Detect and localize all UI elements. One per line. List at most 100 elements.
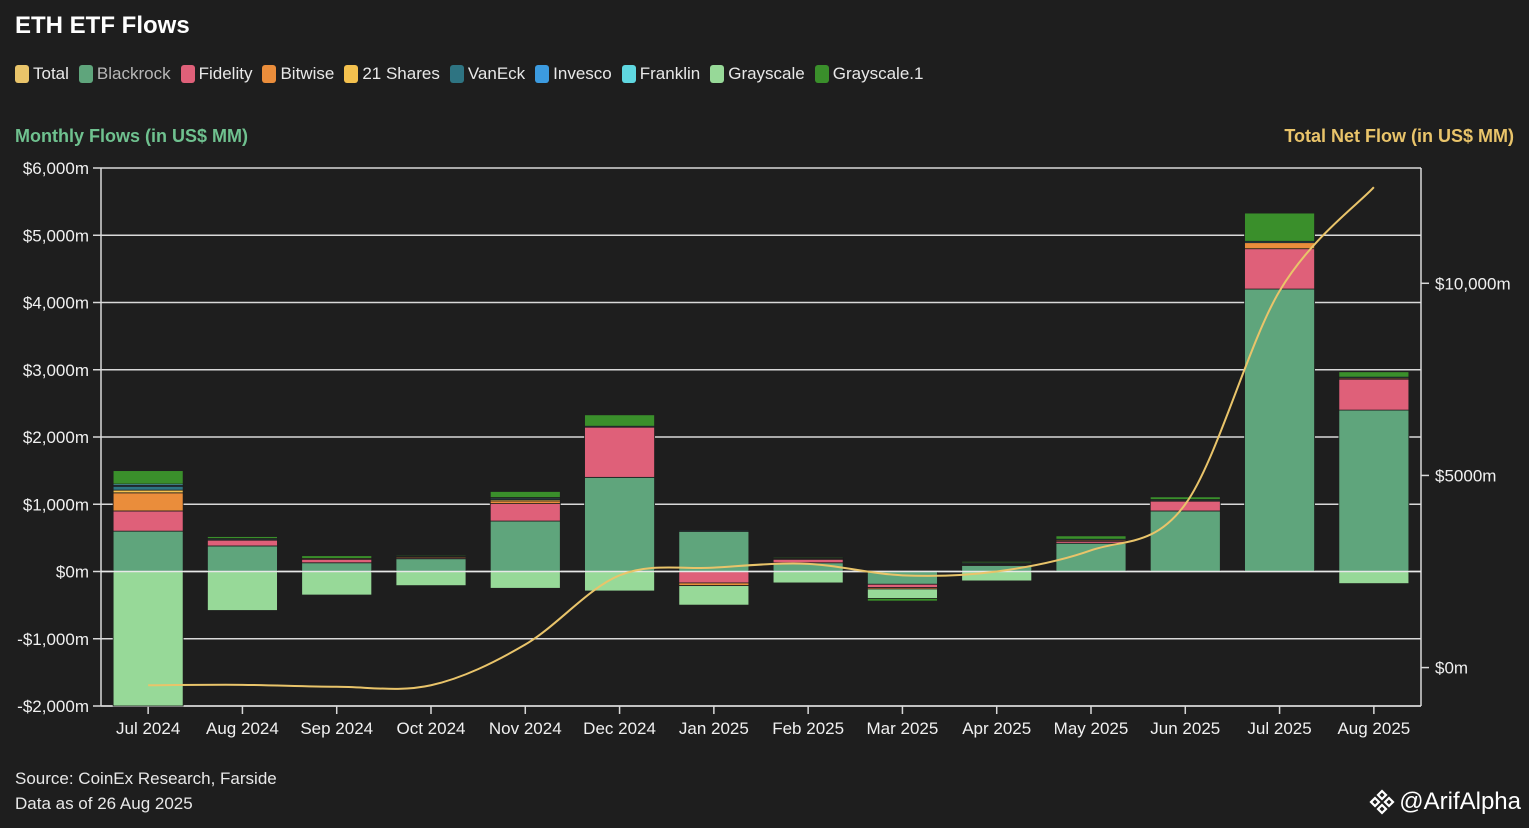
bar-segment-fidelity bbox=[207, 539, 278, 547]
y-left-tick-label: $5,000m bbox=[23, 226, 89, 245]
legend-swatch bbox=[180, 65, 195, 83]
x-tick-label: Jun 2025 bbox=[1150, 719, 1220, 738]
legend-item-grayscale1[interactable]: Grayscale.1 bbox=[814, 64, 924, 84]
bar-segment-grayscale1 bbox=[1338, 371, 1410, 378]
bar-segment-grayscale1 bbox=[301, 555, 373, 559]
x-tick-label: Dec 2024 bbox=[583, 719, 656, 738]
legend-swatch bbox=[710, 65, 725, 83]
legend-label: VanEck bbox=[467, 64, 526, 83]
legend-item-franklin[interactable]: Franklin bbox=[621, 64, 701, 84]
bar-segment-grayscale1 bbox=[489, 491, 561, 498]
bar-segment-blackrock bbox=[1244, 288, 1315, 572]
bar-segment-grayscale1 bbox=[112, 470, 184, 485]
x-tick-label: Jan 2025 bbox=[679, 719, 749, 738]
bar-segment-grayscale bbox=[678, 585, 750, 606]
diamond-logo-icon bbox=[1369, 789, 1395, 815]
chart-title: ETH ETF Flows bbox=[15, 12, 190, 39]
bar-segment-blackrock bbox=[584, 476, 655, 572]
bar-segment-vaneck bbox=[678, 530, 750, 532]
left-axis-title: Monthly Flows (in US$ MM) bbox=[15, 126, 248, 146]
legend-item-grayscale[interactable]: Grayscale bbox=[710, 64, 805, 84]
legend-swatch bbox=[621, 65, 636, 83]
bar-segment-blackrock bbox=[207, 545, 278, 572]
x-tick-label: Oct 2024 bbox=[397, 719, 466, 738]
legend-swatch bbox=[78, 65, 93, 83]
brand-watermark: @ArifAlpha bbox=[1369, 788, 1521, 816]
y-left-tick-label: $4,000m bbox=[23, 294, 89, 313]
legend-item-vaneck[interactable]: VanEck bbox=[449, 64, 526, 84]
bar-segment-blackrock bbox=[678, 530, 750, 572]
legend-label: Grayscale bbox=[728, 64, 805, 83]
legend-swatch bbox=[449, 65, 464, 83]
bar-segment-grayscale1 bbox=[961, 561, 1033, 564]
legend-item-fidelity[interactable]: Fidelity bbox=[180, 64, 253, 84]
bar-segment-bitwise bbox=[1244, 242, 1315, 250]
bar-segment-grayscale1 bbox=[1244, 212, 1315, 242]
legend-item-blackrock[interactable]: Blackrock bbox=[78, 64, 171, 84]
y-left-tick-label: -$1,000m bbox=[17, 630, 89, 649]
bar-segment-bitwise bbox=[489, 500, 561, 504]
y-left-tick-label: $3,000m bbox=[23, 361, 89, 380]
bar-segment-shares21 bbox=[112, 489, 184, 494]
footer: Source: CoinEx Research, Farside Data as… bbox=[15, 766, 277, 816]
legend-swatch bbox=[15, 65, 29, 83]
bar-segment-grayscale1 bbox=[1055, 535, 1127, 540]
legend-swatch bbox=[262, 65, 277, 83]
legend-label: Bitwise bbox=[280, 64, 335, 83]
bar-segment-grayscale bbox=[867, 588, 938, 599]
legend-label: Total bbox=[33, 64, 69, 83]
x-tick-label: May 2025 bbox=[1054, 719, 1129, 738]
bar-segment-grayscale bbox=[112, 571, 184, 707]
bar-segment-grayscale bbox=[961, 571, 1033, 582]
legend-label: 21 Shares bbox=[362, 64, 440, 83]
bar-segment-bitwise bbox=[678, 582, 750, 587]
bar-segment-grayscale1 bbox=[207, 536, 278, 539]
legend-swatch bbox=[535, 65, 550, 83]
bar-segment-fidelity bbox=[489, 503, 561, 522]
y-left-tick-label: $0m bbox=[56, 563, 89, 582]
bar-segment-blackrock bbox=[395, 558, 467, 572]
bar-segment-grayscale bbox=[395, 571, 467, 587]
legend-label: Fidelity bbox=[198, 64, 253, 83]
bar-segment-blackrock bbox=[112, 530, 184, 572]
legend-item-total[interactable]: Total bbox=[15, 64, 69, 84]
bar-segment-grayscale1 bbox=[772, 556, 844, 559]
bar-segment-grayscale bbox=[207, 571, 278, 611]
legend-item-invesco[interactable]: Invesco bbox=[535, 64, 612, 84]
bar-segment-blackrock bbox=[301, 562, 373, 572]
bar-segment-grayscale bbox=[772, 571, 844, 584]
y-left-tick-label: $6,000m bbox=[23, 159, 89, 178]
bar-segment-grayscale bbox=[489, 571, 561, 589]
bar-segment-fidelity bbox=[1338, 378, 1410, 411]
x-tick-label: Aug 2025 bbox=[1337, 719, 1410, 738]
bar-segment-grayscale bbox=[1338, 571, 1410, 585]
y-left-tick-label: $2,000m bbox=[23, 428, 89, 447]
x-tick-label: Jul 2024 bbox=[116, 719, 180, 738]
x-tick-label: Feb 2025 bbox=[772, 719, 844, 738]
legend: Total Blackrock Fidelity Bitwise 21 Shares Va… bbox=[15, 64, 923, 84]
legend-item-bitwise[interactable]: Bitwise bbox=[262, 64, 334, 84]
legend-label: Grayscale.1 bbox=[832, 64, 924, 83]
legend-item-shares21[interactable]: 21 Shares bbox=[344, 64, 440, 84]
bar-segment-bitwise bbox=[112, 492, 184, 512]
bar-segment-blackrock bbox=[489, 520, 561, 572]
bar-segment-fidelity bbox=[584, 426, 655, 478]
brand-text: @ArifAlpha bbox=[1399, 788, 1521, 815]
x-tick-label: Jul 2025 bbox=[1247, 719, 1311, 738]
x-tick-label: Nov 2024 bbox=[489, 719, 562, 738]
legend-swatch bbox=[814, 65, 829, 83]
y-right-tick-label: $5000m bbox=[1435, 466, 1496, 485]
date-line: Data as of 26 Aug 2025 bbox=[15, 794, 193, 813]
right-axis-title: Total Net Flow (in US$ MM) bbox=[1284, 126, 1514, 146]
bar-segment-fidelity bbox=[867, 583, 938, 589]
source-line: Source: CoinEx Research, Farside bbox=[15, 769, 277, 788]
bar-segment-grayscale1 bbox=[395, 554, 467, 557]
legend-label: Franklin bbox=[639, 64, 701, 83]
legend-swatch bbox=[344, 65, 359, 83]
bar-segment-fidelity bbox=[112, 510, 184, 532]
x-tick-label: Apr 2025 bbox=[962, 719, 1031, 738]
bar-segment-grayscale1 bbox=[1149, 496, 1221, 500]
bar-segment-grayscale1 bbox=[584, 414, 655, 427]
x-tick-label: Mar 2025 bbox=[867, 719, 939, 738]
bar-segment-blackrock bbox=[1149, 510, 1221, 572]
